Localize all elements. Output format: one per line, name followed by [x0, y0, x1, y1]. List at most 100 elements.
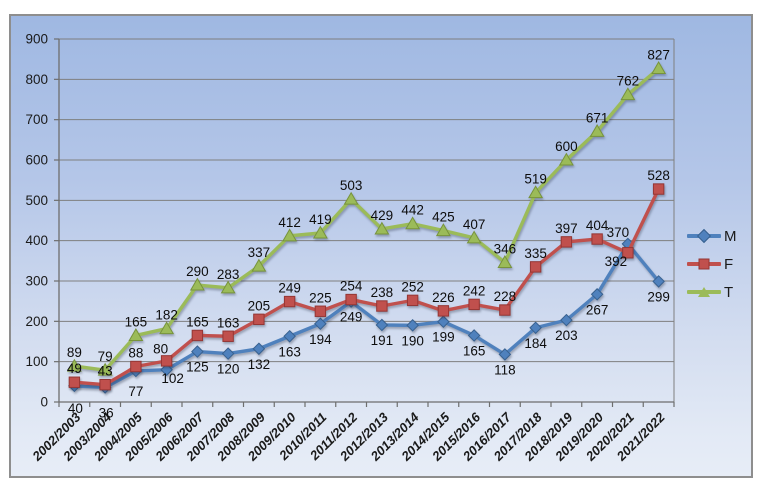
marker-T-2012/2013 [374, 221, 390, 235]
marker-T-2006/2007 [189, 277, 205, 291]
data-label-T-2004/2005: 165 [125, 314, 148, 329]
plot-area: 01002003004005006007008009002002/2003200… [25, 32, 675, 464]
legend-item-f[interactable]: F [687, 250, 759, 278]
data-label-T-2020/2021: 762 [617, 74, 640, 89]
data-label-F-2009/2010: 249 [278, 281, 301, 296]
data-label-T-2002/2003: 89 [67, 345, 82, 360]
data-label-T-2010/2011: 419 [309, 212, 332, 227]
marker-T-2004/2005 [128, 328, 144, 341]
data-label-M-2018/2019: 203 [555, 328, 578, 343]
marker-F-2009/2010 [283, 295, 296, 308]
marker-F-2014/2015 [437, 305, 450, 317]
marker-M-2009/2010 [283, 329, 296, 343]
y-tick-label-500: 500 [25, 193, 48, 208]
marker-T-2017/2018 [528, 185, 544, 199]
marker-F-2016/2017 [499, 304, 511, 316]
marker-M-2018/2019 [560, 313, 573, 327]
triangle-marker-icon [698, 287, 710, 297]
marker-F-2005/2006 [160, 355, 173, 367]
marker-F-2018/2019 [560, 236, 573, 248]
legend-label-m: M [724, 227, 737, 245]
series-F[interactable] [68, 183, 665, 391]
data-label-M-2021/2022: 299 [647, 289, 670, 304]
marker-M-2006/2007 [191, 345, 204, 358]
marker-F-2011/2012 [345, 293, 357, 306]
marker-F-2017/2018 [529, 261, 542, 273]
marker-T-2009/2010 [282, 228, 298, 242]
marker-T-2013/2014 [405, 216, 421, 230]
legend-line-m [687, 228, 721, 244]
marker-T-2014/2015 [435, 223, 451, 237]
data-label-F-2003/2004: 43 [98, 364, 113, 379]
data-label-F-2019/2020: 404 [586, 218, 609, 233]
marker-F-2020/2021 [622, 247, 634, 259]
data-label-T-2006/2007: 290 [186, 264, 209, 279]
marker-F-2010/2011 [314, 305, 327, 317]
data-label-F-2005/2006: 102 [161, 371, 184, 386]
data-label-M-2010/2011: 194 [309, 332, 332, 347]
data-label-M-2016/2017: 118 [494, 362, 516, 377]
marker-M-2016/2017 [498, 348, 512, 361]
data-label-T-2014/2015: 425 [432, 210, 455, 225]
square-marker-icon [698, 258, 710, 270]
data-label-M-2015/2016: 165 [463, 343, 486, 358]
marker-F-2012/2013 [376, 300, 388, 312]
marker-M-2005/2006 [160, 363, 173, 377]
data-label-F-2020/2021: 370 [607, 225, 630, 240]
marker-F-2006/2007 [191, 329, 204, 342]
marker-F-2013/2014 [406, 294, 419, 307]
data-label-F-2008/2009: 205 [248, 298, 271, 313]
series-T[interactable] [66, 61, 667, 376]
data-label-F-2018/2019: 397 [555, 221, 578, 236]
data-label-T-2015/2016: 407 [463, 217, 486, 232]
marker-F-2019/2020 [591, 233, 603, 245]
marker-T-2007/2008 [220, 280, 236, 294]
data-label-M-2003/2004: 36 [99, 405, 114, 420]
marker-T-2008/2009 [251, 258, 267, 272]
data-label-F-2013/2014: 252 [401, 279, 424, 294]
y-tick-label-200: 200 [25, 314, 48, 329]
data-label-F-2007/2008: 163 [217, 315, 240, 330]
data-label-M-2009/2010: 163 [278, 344, 301, 359]
data-label-F-2011/2012: 254 [340, 279, 363, 294]
marker-F-2008/2009 [253, 313, 265, 326]
data-label-T-2012/2013: 429 [371, 208, 394, 223]
data-label-M-2007/2008: 120 [217, 362, 240, 377]
data-label-M-2017/2018: 184 [524, 336, 547, 351]
data-label-F-2006/2007: 165 [186, 314, 209, 329]
y-tick-label-300: 300 [25, 274, 48, 289]
y-tick-label-800: 800 [25, 72, 48, 87]
data-label-F-2017/2018: 335 [524, 246, 547, 261]
data-label-T-2011/2012: 503 [340, 178, 363, 193]
marker-F-2004/2005 [130, 360, 142, 373]
marker-M-2013/2014 [406, 319, 419, 332]
data-label-F-2002/2003: 49 [67, 361, 82, 376]
marker-T-2016/2017 [497, 255, 513, 268]
marker-M-2014/2015 [437, 315, 450, 329]
marker-T-2003/2004 [97, 362, 113, 376]
legend-item-m[interactable]: M [687, 222, 759, 250]
data-label-T-2021/2022: 827 [647, 47, 670, 62]
data-label-M-2006/2007: 125 [186, 360, 209, 375]
data-label-M-2020/2021: 392 [605, 254, 628, 269]
legend-label-f: F [724, 255, 734, 273]
data-label-M-2013/2014: 190 [401, 333, 424, 348]
marker-T-2020/2021 [620, 87, 636, 101]
marker-T-2011/2012 [343, 191, 359, 205]
data-label-T-2016/2017: 346 [494, 241, 517, 256]
y-tick-label-700: 700 [25, 112, 48, 127]
data-label-M-2002/2003: 40 [68, 401, 83, 416]
data-label-F-2004/2005: 88 [128, 346, 143, 361]
data-label-M-2019/2020: 267 [586, 302, 609, 317]
data-label-T-2007/2008: 283 [217, 267, 240, 282]
legend-line-t [687, 287, 721, 297]
data-label-M-2011/2012: 249 [340, 310, 363, 325]
data-label-M-2012/2013: 191 [371, 333, 394, 348]
marker-F-2015/2016 [468, 298, 480, 311]
legend-item-t[interactable]: T [687, 278, 759, 306]
diamond-marker-icon [696, 228, 712, 244]
marker-T-2019/2020 [589, 123, 605, 137]
marker-F-2021/2022 [652, 183, 665, 195]
marker-M-2015/2016 [467, 329, 481, 342]
marker-M-2008/2009 [252, 342, 266, 356]
